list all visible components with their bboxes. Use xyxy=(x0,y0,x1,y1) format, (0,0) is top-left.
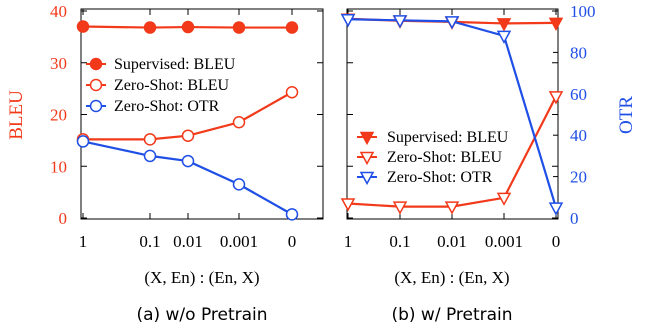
data-point xyxy=(143,133,157,146)
x-tick-label: 0.1 xyxy=(139,232,160,251)
y-tick-label: 20 xyxy=(50,106,67,125)
legend-marker xyxy=(89,57,103,71)
panel-a-x-axis-label: (X, En) : (En, X) xyxy=(144,268,259,287)
data-point xyxy=(285,21,299,34)
x-tick-label: 0.1 xyxy=(389,232,410,251)
x-tick-label: 1 xyxy=(344,232,353,251)
panel-a-x-ticks: 1 0.1 0.01 0.001 0 xyxy=(79,9,297,251)
panel-b-legend: Supervised: BLEU Zero-Shot: BLEU Zero-Shot… xyxy=(357,129,509,186)
data-point xyxy=(285,85,299,99)
right-y-tick-label: 60 xyxy=(570,85,587,104)
legend-label: Zero-Shot: OTR xyxy=(387,169,493,186)
data-point xyxy=(232,178,246,191)
legend-marker xyxy=(359,151,375,166)
legend-marker xyxy=(359,131,375,146)
data-point xyxy=(76,135,90,148)
data-point xyxy=(444,16,460,30)
panel-a-series xyxy=(76,20,299,221)
legend-marker xyxy=(89,78,103,92)
data-point xyxy=(496,30,512,44)
y-tick-label: 30 xyxy=(50,54,67,73)
x-tick-label: 0.01 xyxy=(437,232,467,251)
y-tick-label: 10 xyxy=(50,157,67,176)
data-point xyxy=(143,149,157,163)
data-point xyxy=(548,17,564,31)
panel-a: 0 10 20 30 40 1 0.1 0.01 0.001 0 BLEU (X, En) : … xyxy=(6,2,324,325)
panel-b-x-axis-label: (X, En) : (En, X) xyxy=(394,268,509,287)
legend-label: Supervised: BLEU xyxy=(114,56,236,73)
x-tick-label: 0.001 xyxy=(220,232,258,251)
x-tick-label: 0 xyxy=(552,232,561,251)
x-tick-label: 0.01 xyxy=(173,232,203,251)
right-y-tick-label: 100 xyxy=(570,2,596,21)
legend-label: Zero-Shot: BLEU xyxy=(387,149,503,166)
data-point xyxy=(548,91,564,105)
data-point xyxy=(181,20,195,34)
panel-b-y-ticks: 0 20 40 60 80 100 xyxy=(347,2,596,228)
data-point xyxy=(285,208,299,221)
legend-marker xyxy=(89,99,103,113)
data-point xyxy=(143,21,157,34)
data-point xyxy=(232,116,246,129)
x-tick-label: 0 xyxy=(288,232,297,251)
panel-a-legend: Supervised: BLEU Zero-Shot: BLEU Zero-Shot… xyxy=(86,56,236,115)
data-point xyxy=(496,18,512,32)
legend-label: Zero-Shot: BLEU xyxy=(114,77,230,94)
right-y-tick-label: 40 xyxy=(570,126,587,145)
data-point xyxy=(496,192,512,206)
x-tick-label: 1 xyxy=(79,232,88,251)
panel-b-caption: (b) w/ Pretrain xyxy=(391,305,512,325)
panel-b: 0 20 40 60 80 100 1 0.1 0.01 0.001 0 OTR (X, En) … xyxy=(340,2,637,325)
right-y-tick-label: 80 xyxy=(570,43,587,62)
data-point xyxy=(340,198,356,212)
data-point xyxy=(392,15,408,29)
legend-marker xyxy=(359,171,375,186)
right-y-tick-label: 0 xyxy=(570,209,579,228)
data-point xyxy=(181,154,195,168)
data-point xyxy=(392,201,408,215)
legend-label: Zero-Shot: OTR xyxy=(114,98,220,115)
data-point xyxy=(444,201,460,215)
panel-b-plot-frame xyxy=(346,8,559,220)
series-line xyxy=(82,140,293,216)
right-y-tick-label: 20 xyxy=(570,168,587,187)
panel-a-y-axis-label: BLEU xyxy=(6,90,27,140)
panel-b-x-ticks: 1 0.1 0.01 0.001 0 xyxy=(344,9,561,251)
y-tick-label: 0 xyxy=(59,209,68,228)
data-point xyxy=(232,21,246,34)
panel-a-caption: (a) w/o Pretrain xyxy=(136,305,267,325)
data-point xyxy=(340,14,356,28)
panel-b-right-axis-label: OTR xyxy=(616,96,637,134)
data-point xyxy=(76,20,90,33)
panel-a-y-ticks: 0 10 20 30 40 xyxy=(50,2,323,228)
x-tick-label: 0.001 xyxy=(485,232,523,251)
legend-label: Supervised: BLEU xyxy=(387,129,509,146)
panel-b-series xyxy=(340,13,564,216)
y-tick-label: 40 xyxy=(50,2,67,21)
data-point xyxy=(181,129,195,142)
data-point xyxy=(548,202,564,216)
